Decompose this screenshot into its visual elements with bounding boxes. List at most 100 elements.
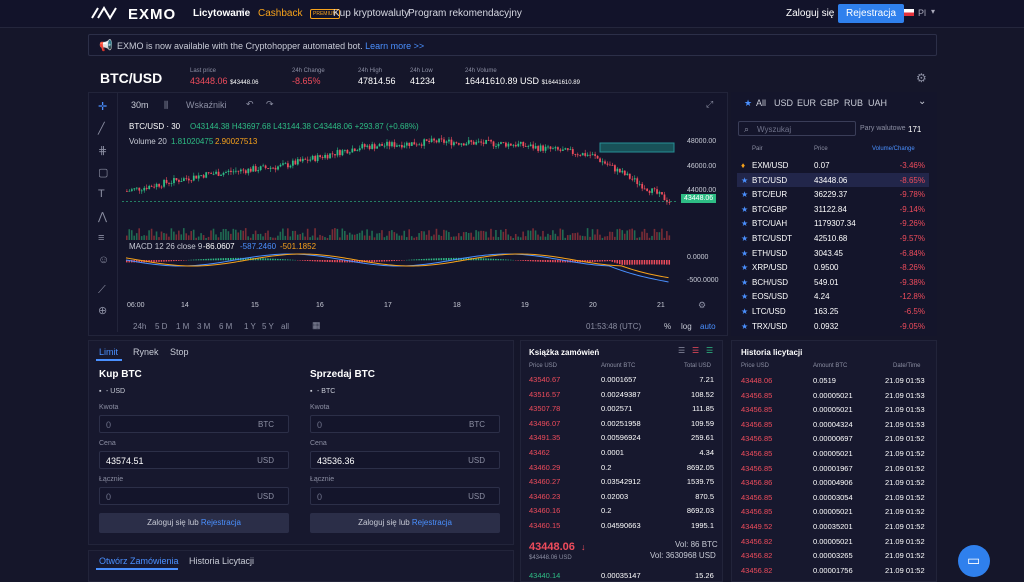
- range-4[interactable]: 6 M: [219, 322, 233, 331]
- settings-gear-icon[interactable]: ⚙: [916, 71, 927, 85]
- percent-toggle[interactable]: %: [664, 322, 672, 331]
- buy-total-input[interactable]: 0 USD: [99, 487, 289, 505]
- header-volume-change[interactable]: Volume/Change: [872, 146, 915, 152]
- range-6[interactable]: 5 Y: [262, 322, 274, 331]
- nav-trading[interactable]: Licytowanie: [193, 8, 251, 19]
- range-3[interactable]: 3 M: [197, 322, 211, 331]
- star-icon[interactable]: ★: [741, 175, 749, 185]
- star-icon[interactable]: ★: [741, 307, 749, 316]
- star-icon[interactable]: ★: [741, 234, 749, 243]
- chevron-down-icon[interactable]: ⌄: [918, 96, 927, 107]
- tab-market[interactable]: Rynek: [133, 347, 159, 357]
- nav-cashback[interactable]: Cashback: [258, 8, 303, 19]
- sell-login-button[interactable]: Zaloguj się lub Rejestracja: [310, 513, 500, 533]
- market-row[interactable]: ★ ETH/USD 3043.45 -6.84%: [737, 246, 929, 261]
- trendline-icon[interactable]: ╱: [98, 123, 105, 135]
- star-icon[interactable]: ★: [744, 98, 753, 108]
- ask-price[interactable]: 43460.29: [529, 462, 561, 472]
- market-row[interactable]: ★ XRP/USD 0.9500 -8.26%: [737, 260, 929, 275]
- login-link[interactable]: Zaloguj się: [786, 8, 835, 19]
- calendar-icon[interactable]: ▦: [312, 320, 321, 330]
- zoom-icon[interactable]: ⊕: [98, 305, 108, 317]
- tab-open-orders[interactable]: Otwórz Zamówienia: [99, 556, 179, 566]
- auto-toggle[interactable]: auto: [700, 322, 716, 331]
- ask-price[interactable]: 43462: [529, 448, 550, 457]
- tab-eur[interactable]: EUR: [797, 98, 817, 108]
- ask-price[interactable]: 43491.35: [529, 433, 561, 443]
- star-icon[interactable]: ★: [741, 204, 749, 214]
- nav-referral[interactable]: Program rekomendacyjny: [408, 8, 522, 19]
- register-button[interactable]: Rejestracja: [838, 4, 905, 23]
- header-price[interactable]: Price: [814, 146, 828, 152]
- pair-search-input[interactable]: ⌕ Wyszukaj: [738, 121, 856, 136]
- redo-icon[interactable]: ↷: [266, 99, 274, 109]
- interval-select[interactable]: 30m: [131, 100, 149, 110]
- ask-price[interactable]: 43516.57: [529, 389, 561, 399]
- emoji-icon[interactable]: ☺: [98, 254, 110, 266]
- market-row[interactable]: ★ BTC/USDT 42510.68 -9.57%: [737, 231, 929, 246]
- tab-gbp[interactable]: GBP: [820, 98, 840, 108]
- fullscreen-icon[interactable]: ⤢: [706, 99, 714, 109]
- sell-price-input[interactable]: 43536.36 USD: [310, 451, 500, 469]
- ruler-icon[interactable]: ⟋: [98, 284, 106, 296]
- buy-login-button[interactable]: Zaloguj się lub Rejestracja: [99, 513, 289, 533]
- tab-usd[interactable]: USD: [774, 98, 794, 108]
- range-0[interactable]: 24h: [133, 322, 147, 331]
- logo-text[interactable]: EXMO: [128, 6, 177, 23]
- fib-icon[interactable]: ⋕: [98, 145, 108, 157]
- tab-limit[interactable]: Limit: [99, 347, 119, 357]
- range-1[interactable]: 5 D: [155, 322, 168, 331]
- market-row[interactable]: ♦ EXM/USD 0.07 -3.46%: [737, 158, 929, 173]
- fire-icon[interactable]: ♦: [741, 161, 746, 170]
- star-icon[interactable]: ★: [741, 190, 749, 200]
- header-pair[interactable]: Pair: [752, 146, 763, 152]
- buy-price-input[interactable]: 43574.51 USD: [99, 451, 289, 469]
- sell-total-input[interactable]: 0 USD: [310, 487, 500, 505]
- chat-button[interactable]: ▭: [958, 545, 990, 577]
- market-row[interactable]: ★ TRX/USD 0.0932 -9.05%: [737, 319, 929, 334]
- star-icon[interactable]: ★: [741, 292, 749, 302]
- tab-rub[interactable]: RUB: [844, 98, 864, 108]
- text-tool-icon[interactable]: T: [98, 188, 105, 200]
- market-row[interactable]: ★ BTC/UAH 1179307.34 -9.26%: [737, 216, 929, 231]
- nav-buy-crypto[interactable]: Kup kryptowaluty: [333, 8, 410, 19]
- market-row[interactable]: ★ BTC/USD 43448.06 -8.65%: [737, 172, 929, 188]
- star-icon[interactable]: ★: [741, 321, 749, 331]
- chart-settings-icon[interactable]: ⚙: [698, 300, 707, 310]
- orderbook-asks-icon[interactable]: ☰: [692, 346, 700, 355]
- ask-price[interactable]: 43540.67: [529, 375, 561, 384]
- market-row[interactable]: ★ EOS/USD 4.24 -12.8%: [737, 289, 929, 304]
- range-2[interactable]: 1 M: [176, 322, 190, 331]
- market-row[interactable]: ★ LTC/USD 163.25 -6.5%: [737, 304, 929, 319]
- star-icon[interactable]: ★: [741, 263, 749, 273]
- star-icon[interactable]: ★: [741, 219, 749, 229]
- ask-price[interactable]: 43460.15: [529, 521, 561, 530]
- log-toggle[interactable]: log: [681, 322, 692, 331]
- undo-icon[interactable]: ↶: [246, 99, 254, 109]
- orderbook-view-icon[interactable]: ☰: [678, 346, 686, 355]
- star-icon[interactable]: ★: [741, 248, 749, 258]
- bid-price[interactable]: 43440.14: [529, 571, 561, 580]
- star-icon[interactable]: ★: [741, 277, 749, 287]
- ask-price[interactable]: 43460.27: [529, 477, 561, 487]
- language-select[interactable]: Pl: [918, 8, 927, 18]
- banner-learn-more-link[interactable]: Learn more >>: [365, 41, 425, 51]
- tab-all[interactable]: All: [756, 98, 767, 108]
- pattern-icon[interactable]: ⋀: [98, 211, 108, 223]
- tab-stop[interactable]: Stop: [170, 347, 189, 357]
- tab-trade-history[interactable]: Historia Licytacji: [189, 556, 255, 566]
- market-row[interactable]: ★ BCH/USD 549.01 -9.38%: [737, 275, 929, 290]
- range-5[interactable]: 1 Y: [244, 322, 256, 331]
- crosshair-icon[interactable]: ✛: [98, 101, 108, 113]
- ask-price[interactable]: 43460.23: [529, 491, 561, 501]
- shapes-icon[interactable]: ▢: [98, 167, 109, 179]
- ask-price[interactable]: 43460.16: [529, 506, 561, 516]
- market-row[interactable]: ★ BTC/EUR 36229.37 -9.78%: [737, 187, 929, 202]
- prediction-icon[interactable]: ≡: [98, 232, 105, 244]
- market-row[interactable]: ★ BTC/GBP 31122.84 -9.14%: [737, 202, 929, 217]
- ask-price[interactable]: 43507.78: [529, 404, 561, 414]
- orderbook-bids-icon[interactable]: ☰: [706, 346, 714, 355]
- buy-amount-input[interactable]: 0 BTC: [99, 415, 289, 433]
- indicators-button[interactable]: Wskaźniki: [186, 100, 227, 110]
- tab-uah[interactable]: UAH: [868, 98, 888, 108]
